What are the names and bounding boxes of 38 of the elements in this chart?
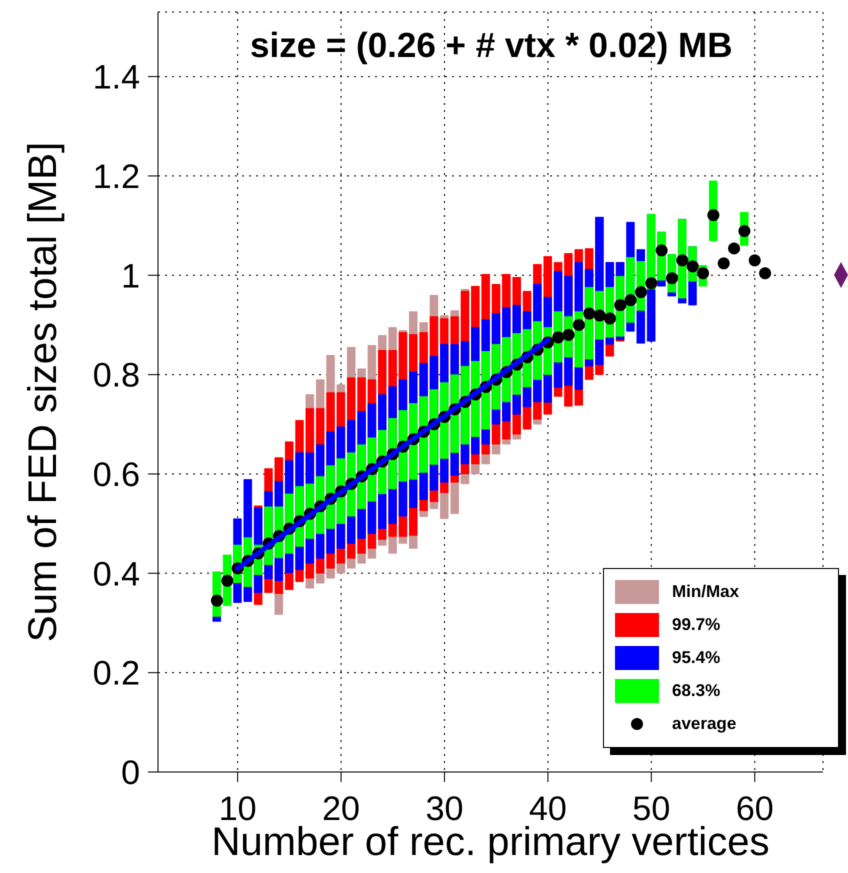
point xyxy=(759,267,772,280)
point xyxy=(645,277,658,290)
point xyxy=(697,267,710,280)
y-tick-label: 0 xyxy=(121,754,140,792)
y-tick-label: 0.4 xyxy=(92,555,140,594)
point xyxy=(562,328,575,341)
y-tick-label: 0.8 xyxy=(92,356,140,395)
annotation: size = (0.26 + # vtx * 0.02) MB xyxy=(250,26,732,66)
point xyxy=(572,318,585,331)
legend-label: Min/Max xyxy=(672,582,740,602)
point xyxy=(604,312,616,324)
y-tick-label: 1.4 xyxy=(92,58,140,97)
point xyxy=(686,260,699,272)
point xyxy=(718,257,730,270)
legend-label: 99.7% xyxy=(672,614,720,634)
point xyxy=(583,308,596,320)
point xyxy=(614,299,626,312)
point xyxy=(221,574,234,587)
point xyxy=(624,294,637,306)
point xyxy=(707,209,720,222)
legend-label: 68.3% xyxy=(672,680,720,700)
point xyxy=(656,244,668,256)
y-tick-label: 0.2 xyxy=(92,654,140,693)
point xyxy=(738,225,750,238)
point xyxy=(594,310,606,322)
point xyxy=(728,242,740,254)
legend-label: average xyxy=(672,714,736,734)
point xyxy=(748,254,761,266)
y-tick-label: 1 xyxy=(121,257,140,296)
point xyxy=(210,594,223,607)
point xyxy=(634,286,647,298)
y-tick-label: 0.6 xyxy=(92,456,140,494)
point xyxy=(552,331,564,344)
legend-label: 95.4% xyxy=(672,648,720,668)
y-tick-label: 1.2 xyxy=(92,158,140,196)
y-axis-title: Sum of FED sizes total [MB] xyxy=(21,142,66,642)
point xyxy=(676,254,688,266)
point xyxy=(666,272,678,284)
